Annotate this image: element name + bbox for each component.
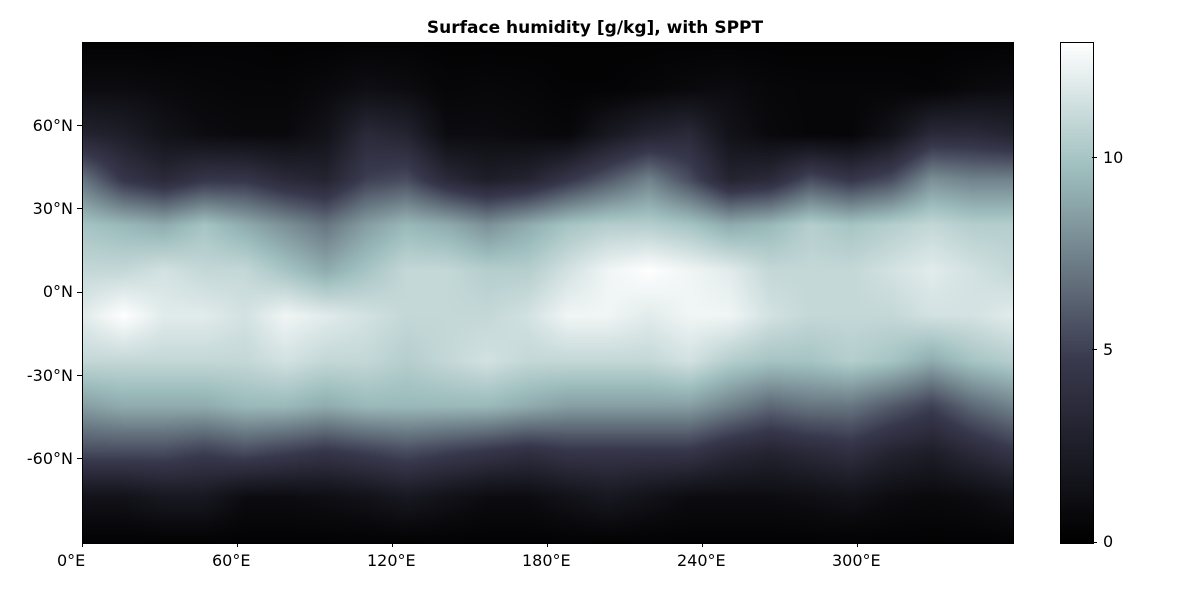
x-tick	[702, 542, 703, 547]
colorbar-tick-label: 5	[1103, 340, 1113, 359]
x-tick-label: 0°E	[57, 551, 85, 570]
chart-title-text: Surface humidity [g/kg], with SPPT	[427, 18, 763, 38]
x-tick	[82, 542, 83, 547]
y-tick	[77, 458, 82, 459]
x-tick-label: 120°E	[367, 551, 416, 570]
y-tick	[77, 292, 82, 293]
colorbar-tick-label: 0	[1103, 532, 1113, 551]
y-tick-label: 60°N	[33, 116, 73, 135]
figure: Surface humidity [g/kg], with SPPT -60°N…	[0, 0, 1190, 600]
colorbar-tick	[1092, 349, 1097, 350]
heatmap-plot	[82, 42, 1014, 544]
x-tick	[392, 542, 393, 547]
y-tick	[77, 208, 82, 209]
colorbar-tick	[1092, 157, 1097, 158]
x-tick-label: 300°E	[832, 551, 881, 570]
colorbar-tick	[1092, 542, 1097, 543]
x-tick-label: 240°E	[677, 551, 726, 570]
x-tick-label: 180°E	[522, 551, 571, 570]
y-tick	[77, 375, 82, 376]
x-tick	[857, 542, 858, 547]
y-tick	[77, 125, 82, 126]
y-tick-label: 0°N	[43, 282, 73, 301]
y-tick-label: -60°N	[27, 449, 73, 468]
heatmap-canvas	[83, 43, 1013, 543]
x-tick-label: 60°E	[212, 551, 250, 570]
colorbar	[1060, 42, 1094, 544]
y-tick-label: 30°N	[33, 199, 73, 218]
colorbar-canvas	[1061, 43, 1093, 543]
x-tick	[547, 542, 548, 547]
colorbar-tick-label: 10	[1103, 148, 1123, 167]
chart-title: Surface humidity [g/kg], with SPPT	[0, 18, 1190, 38]
y-tick-label: -30°N	[27, 366, 73, 385]
x-tick	[237, 542, 238, 547]
